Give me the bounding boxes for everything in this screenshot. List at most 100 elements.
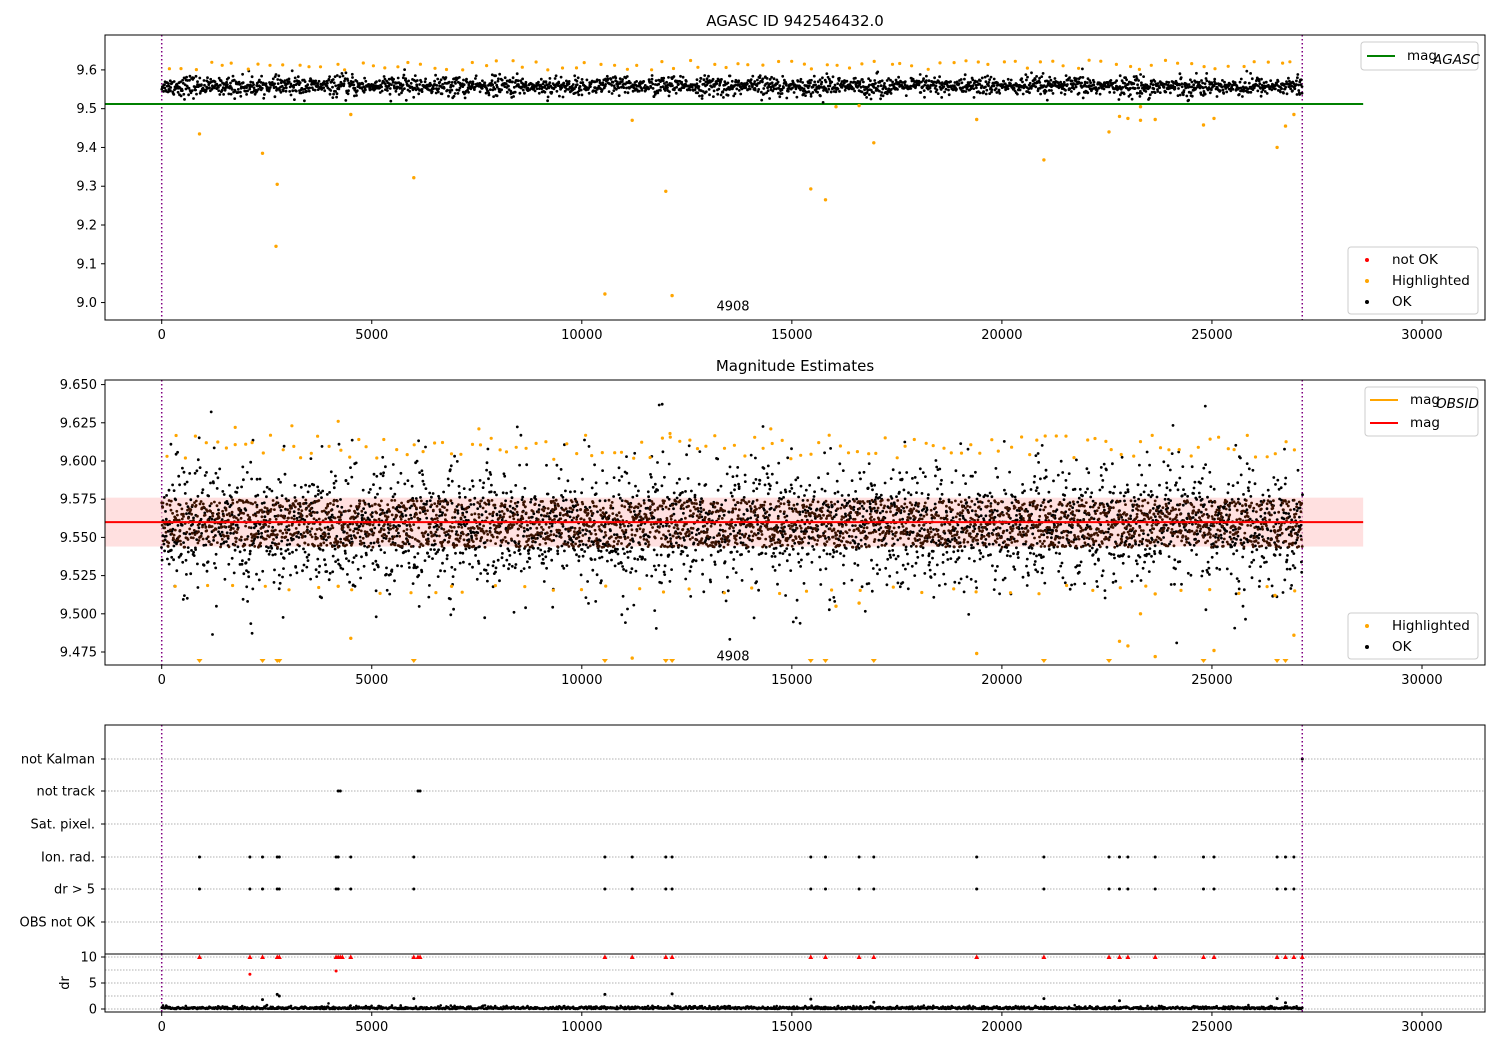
ok-point <box>842 563 845 567</box>
ok-point <box>612 89 616 92</box>
ok-point <box>984 92 988 96</box>
ok-point <box>594 492 598 496</box>
ok-point <box>1265 92 1269 95</box>
ok-point <box>417 92 421 96</box>
ok-point <box>477 562 481 565</box>
highlighted-point <box>890 62 895 66</box>
ok-point <box>334 560 337 563</box>
ok-point <box>325 538 328 542</box>
ok-point <box>994 87 998 90</box>
ok-point <box>212 539 216 542</box>
highlighted-point <box>406 60 410 65</box>
ok-point <box>472 531 476 535</box>
ok-point <box>481 79 484 83</box>
ok-point <box>317 571 321 574</box>
ok-point <box>550 90 554 94</box>
ok-point <box>220 530 224 534</box>
ok-point <box>364 511 367 514</box>
ok-point <box>263 515 267 519</box>
ok-point <box>581 543 585 546</box>
ok-point <box>217 530 221 534</box>
ok-point <box>770 75 773 79</box>
ok-point <box>481 486 485 489</box>
ok-point <box>439 569 442 573</box>
ok-point <box>781 552 785 555</box>
ok-point <box>815 507 819 511</box>
ok-point <box>940 478 943 482</box>
ok-point <box>1156 90 1160 93</box>
highlighted-point <box>1213 67 1217 71</box>
ok-point <box>486 563 490 567</box>
ok-point <box>507 549 511 553</box>
ok-point <box>328 571 332 575</box>
ok-point <box>478 90 482 94</box>
ok-point <box>308 86 312 90</box>
highlighted-point <box>461 68 465 72</box>
ok-point <box>286 548 290 551</box>
ok-point <box>250 631 254 635</box>
ok-point <box>410 516 413 520</box>
ok-point <box>510 496 514 500</box>
ok-point <box>417 439 420 443</box>
ok-point <box>551 605 555 609</box>
ok-point <box>272 581 276 584</box>
ok-point <box>279 509 283 512</box>
ok-point <box>419 496 422 499</box>
ok-point <box>549 547 553 551</box>
ok-point <box>969 80 972 84</box>
ok-point <box>607 90 611 93</box>
ok-point <box>369 541 373 545</box>
ok-point <box>458 76 461 79</box>
highlighted-point <box>1190 62 1194 66</box>
ok-point <box>1256 89 1260 93</box>
ok-point <box>949 557 953 560</box>
ok-point <box>259 85 262 89</box>
ok-point <box>626 556 630 559</box>
ok-point <box>356 512 360 516</box>
ok-point <box>831 555 835 559</box>
ok-point <box>409 513 412 517</box>
ok-point <box>573 91 577 95</box>
ok-point <box>598 79 601 82</box>
ok-point <box>579 88 583 92</box>
ok-point <box>813 80 817 84</box>
ok-point <box>768 487 772 491</box>
ok-point <box>249 460 253 464</box>
ok-point <box>209 77 213 81</box>
ok-point <box>527 552 530 555</box>
ok-point <box>734 523 737 527</box>
ok-point <box>169 86 173 89</box>
ok-point <box>931 556 934 560</box>
ok-point <box>534 498 538 501</box>
ok-point <box>252 541 255 545</box>
ok-point <box>567 82 571 86</box>
ok-point <box>723 560 727 564</box>
ok-point <box>684 577 688 581</box>
ok-point <box>181 598 185 601</box>
ok-point <box>397 531 400 535</box>
ok-point <box>983 75 987 79</box>
legend-label-subscript: AGASC <box>1432 52 1481 68</box>
ok-point <box>862 80 865 84</box>
ok-point <box>826 472 830 475</box>
ok-point <box>644 542 647 546</box>
ok-point <box>320 596 323 600</box>
ok-point <box>353 94 356 98</box>
ok-point <box>695 82 699 86</box>
ok-point <box>271 553 275 557</box>
ok-point <box>345 557 348 560</box>
ok-point <box>441 511 444 515</box>
ok-point <box>889 477 893 480</box>
ok-point <box>668 533 672 537</box>
ok-point <box>595 573 599 577</box>
ok-point <box>454 82 457 85</box>
ok-point <box>716 457 720 461</box>
highlighted-point <box>1126 116 1130 121</box>
ok-point <box>396 564 399 568</box>
ok-point <box>754 478 758 481</box>
ok-point <box>170 555 174 559</box>
ok-point <box>616 552 620 556</box>
ok-point <box>455 88 459 92</box>
agasc-axes: 0 5000 10000 15000 20000 25000 300009.09.19.29… <box>76 63 1442 343</box>
ok-point <box>287 80 291 84</box>
